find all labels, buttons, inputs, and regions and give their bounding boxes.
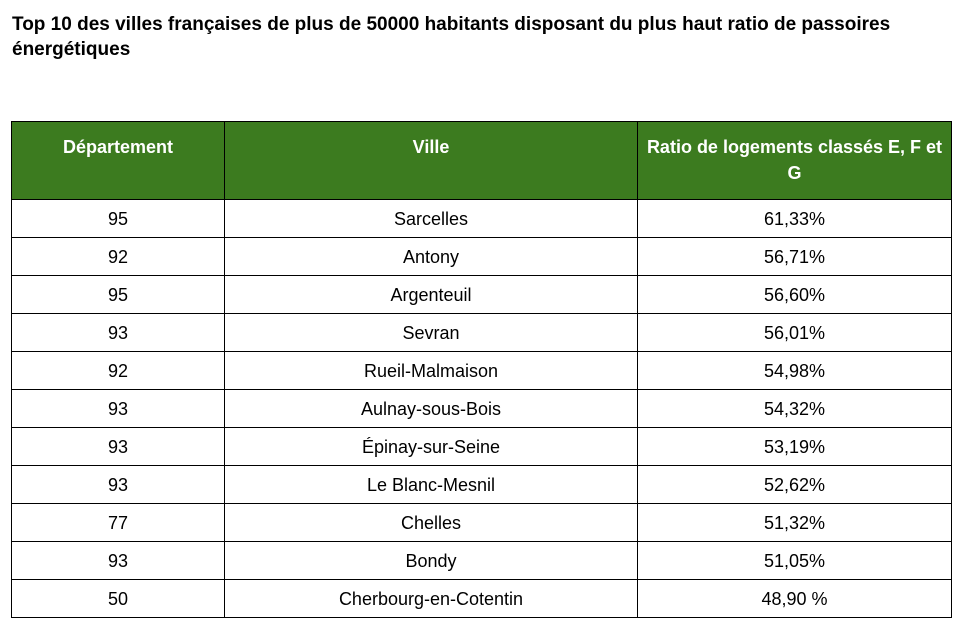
table-row: 93 Le Blanc-Mesnil 52,62%: [11, 465, 952, 504]
table-row: 92 Antony 56,71%: [11, 237, 952, 276]
cell-ville: Rueil-Malmaison: [224, 351, 638, 390]
table-row: 93 Sevran 56,01%: [11, 313, 952, 352]
table-row: 77 Chelles 51,32%: [11, 503, 952, 542]
cell-ratio: 54,32%: [637, 389, 952, 428]
cell-ratio: 56,60%: [637, 275, 952, 314]
cell-ville: Chelles: [224, 503, 638, 542]
cell-ratio: 54,98%: [637, 351, 952, 390]
table-row: 95 Argenteuil 56,60%: [11, 275, 952, 314]
header-row: Département Ville Ratio de logements cla…: [11, 121, 952, 200]
cell-ratio: 51,05%: [637, 541, 952, 580]
cell-ratio: 53,19%: [637, 427, 952, 466]
cell-ville: Antony: [224, 237, 638, 276]
cell-ratio: 52,62%: [637, 465, 952, 504]
cell-departement: 93: [11, 313, 225, 352]
cell-departement: 95: [11, 199, 225, 238]
cell-departement: 92: [11, 237, 225, 276]
cell-ville: Sevran: [224, 313, 638, 352]
column-header-ville: Ville: [224, 121, 638, 200]
cell-ville: Aulnay-sous-Bois: [224, 389, 638, 428]
cell-departement: 93: [11, 541, 225, 580]
cell-ville: Sarcelles: [224, 199, 638, 238]
page-title: Top 10 des villes françaises de plus de …: [12, 14, 891, 60]
cell-ratio: 61,33%: [637, 199, 952, 238]
cell-departement: 50: [11, 579, 225, 618]
table-header: Département Ville Ratio de logements cla…: [11, 121, 952, 200]
cell-departement: 93: [11, 427, 225, 466]
table-body: 95 Sarcelles 61,33% 92 Antony 56,71% 95 …: [11, 199, 952, 618]
table-row: 93 Épinay-sur-Seine 53,19%: [11, 427, 952, 466]
column-header-departement: Département: [11, 121, 225, 200]
table-row: 50 Cherbourg-en-Cotentin 48,90 %: [11, 579, 952, 618]
table-row: 95 Sarcelles 61,33%: [11, 199, 952, 238]
cell-ville: Épinay-sur-Seine: [224, 427, 638, 466]
cell-ratio: 56,71%: [637, 237, 952, 276]
cell-ville: Argenteuil: [224, 275, 638, 314]
cell-ville: Bondy: [224, 541, 638, 580]
cell-ville: Cherbourg-en-Cotentin: [224, 579, 638, 618]
cell-departement: 95: [11, 275, 225, 314]
cell-departement: 92: [11, 351, 225, 390]
ranking-table: Département Ville Ratio de logements cla…: [11, 121, 952, 618]
cell-ratio: 48,90 %: [637, 579, 952, 618]
cell-departement: 93: [11, 465, 225, 504]
cell-departement: 93: [11, 389, 225, 428]
cell-ratio: 51,32%: [637, 503, 952, 542]
cell-ville: Le Blanc-Mesnil: [224, 465, 638, 504]
table-row: 93 Aulnay-sous-Bois 54,32%: [11, 389, 952, 428]
cell-departement: 77: [11, 503, 225, 542]
cell-ratio: 56,01%: [637, 313, 952, 352]
table-row: 92 Rueil-Malmaison 54,98%: [11, 351, 952, 390]
table-row: 93 Bondy 51,05%: [11, 541, 952, 580]
column-header-ratio: Ratio de logements classés E, F et G: [637, 121, 952, 200]
